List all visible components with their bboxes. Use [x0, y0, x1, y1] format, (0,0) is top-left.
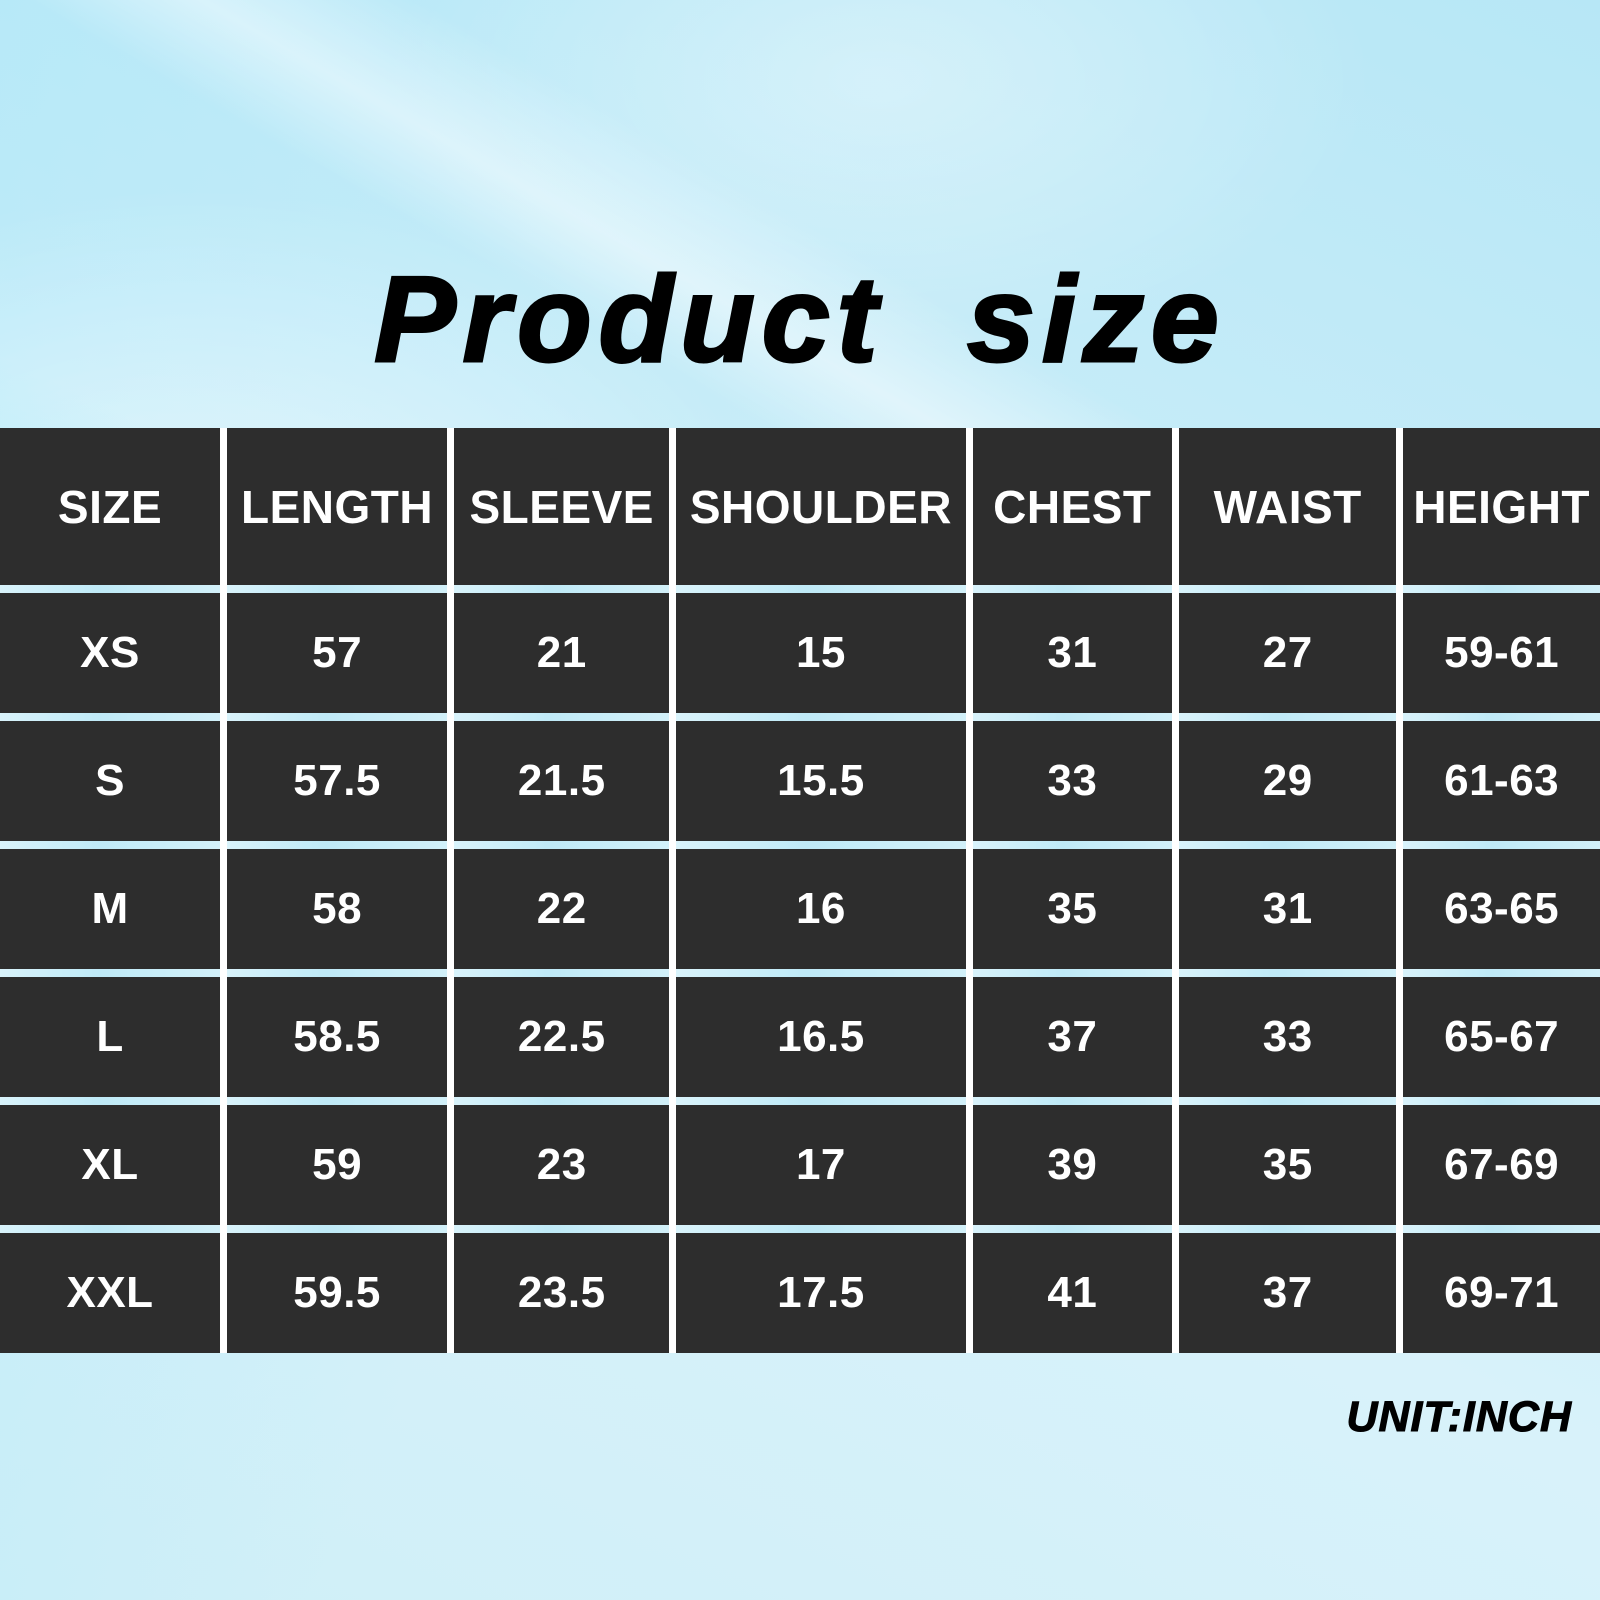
- row-separator: [676, 969, 966, 977]
- size-table: SIZE LENGTH SLEEVE SHOULDER CHEST WAIST HEIGHT…: [0, 428, 1600, 1353]
- table-cell: 35: [972, 849, 1173, 969]
- table-cell: 21.5: [454, 721, 670, 841]
- row-separator: [676, 1097, 966, 1105]
- size-label-cell: XS: [0, 593, 221, 713]
- row-separator: [227, 713, 448, 721]
- table-cell: 15: [676, 593, 966, 713]
- row-separator: [227, 969, 448, 977]
- column-header-shoulder: SHOULDER: [676, 428, 966, 585]
- row-separator: [1403, 841, 1600, 849]
- row-separator: [227, 841, 448, 849]
- row-separator: [0, 1225, 221, 1233]
- size-label-cell: M: [0, 849, 221, 969]
- row-separator: [1179, 841, 1397, 849]
- table-cell: 59-61: [1403, 593, 1600, 713]
- row-separator: [1179, 585, 1397, 593]
- table-cell: 15.5: [676, 721, 966, 841]
- column-header-chest: CHEST: [972, 428, 1173, 585]
- table-cell: 33: [1179, 977, 1397, 1097]
- table-cell: 59.5: [227, 1233, 448, 1353]
- table-cell: 17: [676, 1105, 966, 1225]
- row-separator: [227, 1225, 448, 1233]
- row-separator: [972, 1097, 1173, 1105]
- column-header-length: LENGTH: [227, 428, 448, 585]
- table-cell: 33: [972, 721, 1173, 841]
- table-cell: 21: [454, 593, 670, 713]
- table-cell: 29: [1179, 721, 1397, 841]
- table-cell: 37: [1179, 1233, 1397, 1353]
- table-cell: 58.5: [227, 977, 448, 1097]
- row-separator: [676, 585, 966, 593]
- row-separator: [972, 713, 1173, 721]
- row-separator: [676, 1225, 966, 1233]
- row-separator: [972, 969, 1173, 977]
- table-cell: 41: [972, 1233, 1173, 1353]
- table-cell: 59: [227, 1105, 448, 1225]
- column-header-waist: WAIST: [1179, 428, 1397, 585]
- table-cell: 37: [972, 977, 1173, 1097]
- table-cell: 69-71: [1403, 1233, 1600, 1353]
- table-cell: 27: [1179, 593, 1397, 713]
- table-cell: 39: [972, 1105, 1173, 1225]
- row-separator: [1403, 969, 1600, 977]
- row-separator: [0, 969, 221, 977]
- column-header-size: SIZE: [0, 428, 221, 585]
- table-cell: 22.5: [454, 977, 670, 1097]
- row-separator: [1403, 713, 1600, 721]
- table-cell: 16: [676, 849, 966, 969]
- row-separator: [676, 841, 966, 849]
- table-cell: 17.5: [676, 1233, 966, 1353]
- table-cell: 63-65: [1403, 849, 1600, 969]
- row-separator: [1403, 1225, 1600, 1233]
- row-separator: [0, 841, 221, 849]
- row-separator: [454, 1097, 670, 1105]
- row-separator: [972, 1225, 1173, 1233]
- table-cell: 23.5: [454, 1233, 670, 1353]
- row-separator: [972, 585, 1173, 593]
- row-separator: [1179, 713, 1397, 721]
- table-cell: 22: [454, 849, 670, 969]
- row-separator: [0, 1097, 221, 1105]
- table-cell: 57.5: [227, 721, 448, 841]
- table-cell: 58: [227, 849, 448, 969]
- page-title: Product size: [373, 250, 1226, 387]
- column-header-height: HEIGHT: [1403, 428, 1600, 585]
- row-separator: [454, 713, 670, 721]
- row-separator: [454, 585, 670, 593]
- unit-label: UNIT:INCH: [1346, 1393, 1572, 1442]
- table-cell: 31: [972, 593, 1173, 713]
- size-label-cell: L: [0, 977, 221, 1097]
- table-cell: 65-67: [1403, 977, 1600, 1097]
- row-separator: [0, 713, 221, 721]
- size-label-cell: XL: [0, 1105, 221, 1225]
- size-label-cell: S: [0, 721, 221, 841]
- row-separator: [227, 1097, 448, 1105]
- size-label-cell: XXL: [0, 1233, 221, 1353]
- row-separator: [454, 1225, 670, 1233]
- row-separator: [1179, 1097, 1397, 1105]
- row-separator: [1403, 585, 1600, 593]
- row-separator: [1179, 1225, 1397, 1233]
- table-cell: 31: [1179, 849, 1397, 969]
- table-cell: 57: [227, 593, 448, 713]
- row-separator: [972, 841, 1173, 849]
- table-cell: 35: [1179, 1105, 1397, 1225]
- table-cell: 16.5: [676, 977, 966, 1097]
- table-cell: 61-63: [1403, 721, 1600, 841]
- row-separator: [0, 585, 221, 593]
- row-separator: [454, 841, 670, 849]
- row-separator: [676, 713, 966, 721]
- row-separator: [454, 969, 670, 977]
- row-separator: [1403, 1097, 1600, 1105]
- table-cell: 23: [454, 1105, 670, 1225]
- row-separator: [1179, 969, 1397, 977]
- row-separator: [227, 585, 448, 593]
- column-header-sleeve: SLEEVE: [454, 428, 670, 585]
- table-cell: 67-69: [1403, 1105, 1600, 1225]
